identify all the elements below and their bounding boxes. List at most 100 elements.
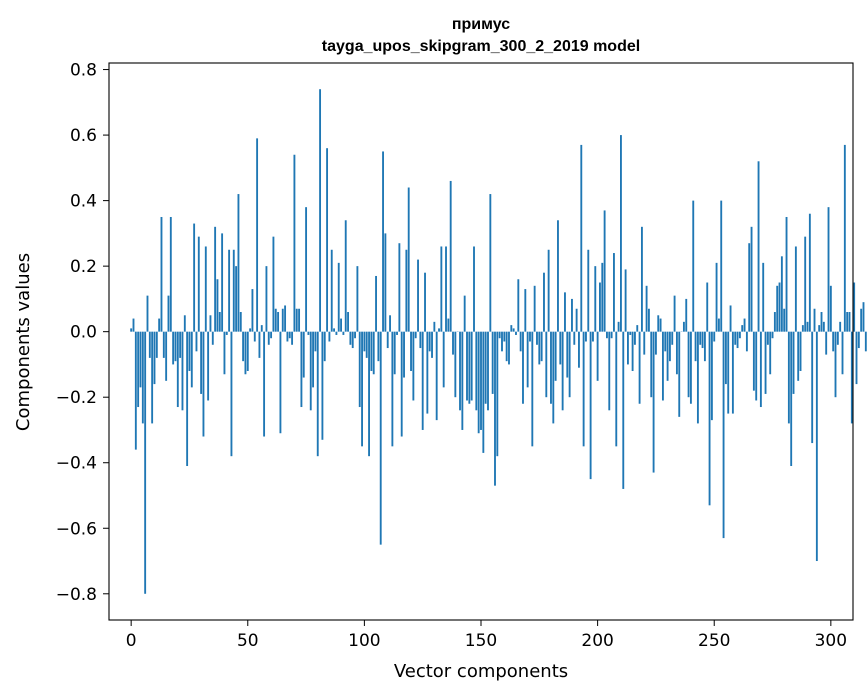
bar-component-15: [165, 331, 168, 381]
bar-component-146: [470, 331, 473, 401]
bar-component-300: [829, 285, 832, 332]
bar-component-100: [363, 331, 366, 352]
bar-component-238: [685, 298, 688, 332]
bar-component-95: [351, 331, 354, 349]
bar-component-255: [724, 331, 727, 385]
y-axis-ticks: −0.8 −0.6 −0.4 −0.2 0.0 0.2 0.4 0.6 0.8: [56, 61, 109, 605]
bar-component-97: [356, 266, 359, 332]
bar-component-35: [211, 331, 214, 345]
x-tick-label: 50: [237, 631, 259, 651]
bar-component-157: [496, 331, 499, 457]
bar-component-129: [431, 331, 433, 358]
bar-component-180: [550, 331, 552, 404]
bar-component-14: [162, 331, 165, 358]
bar-component-288: [801, 325, 804, 332]
bar-component-253: [720, 200, 723, 332]
bar-component-69: [291, 331, 294, 345]
bar-component-237: [682, 321, 685, 332]
bar-component-223: [650, 331, 653, 398]
bar-component-39: [221, 233, 224, 332]
bar-component-106: [377, 331, 380, 362]
bar-component-133: [440, 246, 443, 332]
bar-component-87: [333, 328, 335, 332]
bar-component-168: [522, 331, 524, 404]
bar-component-184: [559, 331, 562, 365]
bar-component-4: [139, 331, 142, 388]
bar-component-74: [302, 331, 305, 378]
bar-component-230: [666, 331, 669, 381]
bar-component-249: [710, 331, 713, 421]
bar-component-25: [188, 331, 191, 371]
bar-component-278: [778, 282, 781, 332]
bar-component-181: [552, 331, 555, 424]
bar-component-169: [524, 289, 527, 332]
bar-component-234: [675, 331, 678, 375]
bar-component-71: [295, 308, 298, 332]
x-tick-label: 200: [581, 631, 613, 651]
bar-component-193: [580, 144, 583, 332]
bar-component-54: [256, 138, 259, 332]
bar-component-232: [671, 331, 674, 345]
bar-component-38: [218, 312, 221, 332]
bar-component-246: [703, 331, 706, 362]
bar-component-162: [508, 331, 510, 365]
bar-component-33: [207, 331, 210, 401]
bar-component-201: [599, 282, 601, 332]
bar-component-264: [745, 331, 748, 352]
bar-component-295: [818, 325, 821, 332]
bar-component-294: [815, 331, 818, 562]
y-tick-label: −0.2: [56, 388, 97, 408]
bar-component-302: [834, 331, 837, 398]
bar-component-176: [540, 331, 543, 362]
bar-component-192: [578, 331, 580, 368]
bar-component-120: [410, 331, 412, 371]
bar-component-91: [342, 331, 345, 335]
bar-component-115: [398, 243, 401, 332]
bar-component-311: [855, 331, 858, 385]
bar-component-18: [172, 331, 175, 365]
bar-component-3: [137, 331, 140, 408]
bar-component-73: [300, 331, 303, 408]
y-tick-label: −0.6: [56, 519, 97, 539]
bar-component-198: [592, 331, 594, 342]
bar-component-119: [407, 187, 410, 332]
bar-component-211: [622, 331, 625, 489]
chart-subtitle: tayga_upos_skipgram_300_2_2019 model: [322, 38, 640, 55]
bar-component-161: [505, 331, 508, 362]
bar-component-111: [389, 315, 391, 332]
bar-series: [130, 89, 867, 594]
bar-component-68: [288, 331, 291, 339]
bar-component-242: [694, 331, 697, 362]
bar-component-281: [785, 216, 788, 332]
bar-component-114: [396, 331, 398, 335]
bar-component-52: [251, 289, 254, 332]
y-tick-label: 0.6: [70, 126, 97, 146]
bar-component-265: [748, 243, 751, 332]
bar-component-150: [480, 331, 482, 430]
bar-component-170: [526, 331, 529, 388]
bar-component-217: [636, 325, 639, 332]
bar-component-182: [554, 331, 557, 381]
bar-component-88: [335, 331, 338, 335]
bar-component-80: [316, 331, 319, 457]
bar-component-186: [564, 292, 566, 332]
bar-component-9: [151, 331, 154, 424]
bar-component-7: [146, 295, 149, 332]
bar-component-231: [668, 331, 671, 362]
bar-component-260: [736, 331, 739, 349]
bar-component-118: [405, 249, 408, 332]
bar-component-206: [610, 331, 613, 339]
bar-component-214: [629, 331, 632, 335]
x-tick-label: 100: [348, 631, 380, 651]
y-tick-label: −0.8: [56, 585, 97, 605]
bar-component-47: [239, 312, 242, 332]
bar-component-51: [249, 328, 252, 332]
x-tick-label: 300: [815, 631, 847, 651]
bar-component-58: [265, 266, 268, 332]
bar-component-37: [216, 279, 219, 332]
bar-component-138: [452, 331, 454, 355]
bar-component-96: [354, 331, 356, 339]
bar-component-303: [836, 331, 839, 345]
y-tick-label: 0.8: [70, 61, 97, 81]
